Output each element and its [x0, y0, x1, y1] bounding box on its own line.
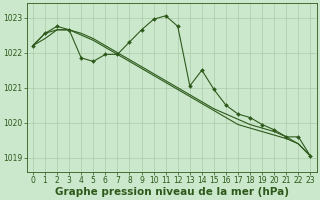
X-axis label: Graphe pression niveau de la mer (hPa): Graphe pression niveau de la mer (hPa) [55, 187, 289, 197]
